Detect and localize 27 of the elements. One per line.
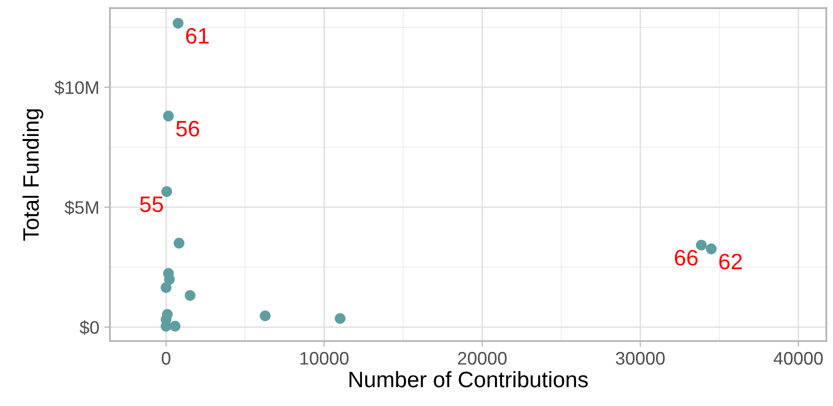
point — [161, 186, 172, 197]
x-tick-label: 30000 — [616, 352, 665, 365]
x-tick-label: 20000 — [458, 352, 507, 365]
point — [160, 282, 172, 293]
point — [706, 244, 717, 254]
point — [170, 320, 180, 332]
annotation: 62 — [719, 254, 742, 270]
y-tick-label: $10M — [54, 80, 98, 96]
annotation: 61 — [186, 28, 209, 44]
y-axis-title: Total Funding — [22, 109, 44, 241]
y-tick-label: $5M — [64, 200, 98, 215]
y-tick-label: $0 — [80, 320, 99, 335]
point — [174, 238, 184, 249]
point — [172, 18, 184, 29]
point — [164, 274, 175, 285]
annotation: 66 — [674, 250, 698, 266]
point — [696, 240, 707, 250]
x-tick-label: 40000 — [774, 352, 823, 365]
point — [334, 313, 346, 324]
point — [163, 110, 174, 122]
annotation: 56 — [176, 120, 200, 137]
point — [260, 310, 271, 322]
x-tick-label: 10000 — [300, 352, 349, 365]
x-tick-label: 0 — [162, 352, 170, 365]
x-axis-title: Number of Contributions — [350, 371, 588, 388]
annotation: 55 — [140, 196, 163, 212]
point — [184, 290, 196, 301]
